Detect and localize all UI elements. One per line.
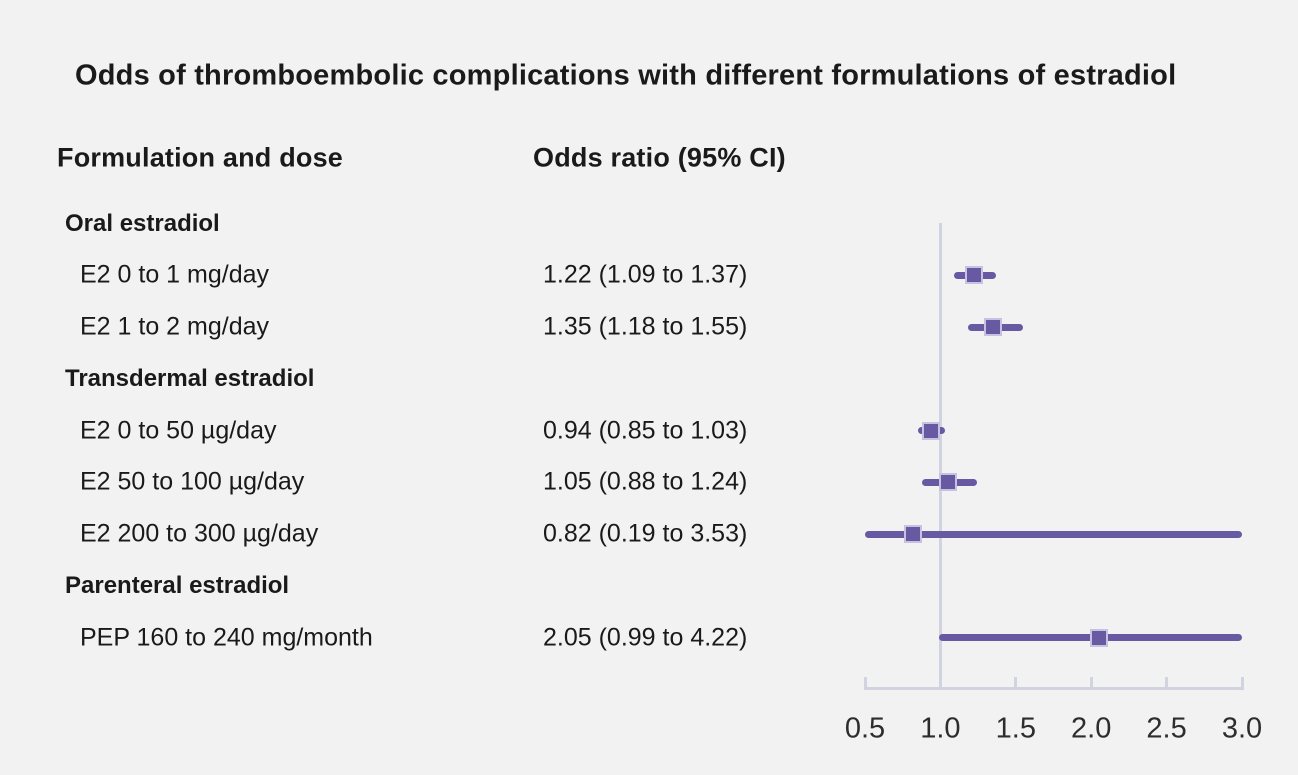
row-label: E2 50 to 100 µg/day bbox=[80, 467, 305, 496]
estimate-marker bbox=[904, 525, 923, 543]
x-axis-tick-label: 2.0 bbox=[1071, 712, 1112, 745]
x-axis-tick bbox=[1240, 677, 1244, 687]
row-or-value: 0.82 (0.19 to 3.53) bbox=[543, 519, 748, 548]
row-label-group: Transdermal estradiol bbox=[65, 364, 315, 392]
row-or-value: 1.35 (1.18 to 1.55) bbox=[543, 312, 748, 341]
ci-line bbox=[865, 530, 1242, 538]
x-axis-tick bbox=[1089, 677, 1093, 687]
row-label-group: Oral estradiol bbox=[65, 209, 220, 237]
row-label: E2 0 to 1 mg/day bbox=[80, 260, 270, 289]
column-header-formulation: Formulation and dose bbox=[57, 142, 344, 173]
row-or-value: 2.05 (0.99 to 4.22) bbox=[543, 623, 748, 651]
row-label: E2 0 to 50 µg/day bbox=[80, 416, 277, 444]
estimate-marker bbox=[964, 266, 983, 285]
x-axis-tick-label: 0.5 bbox=[844, 712, 886, 745]
row-or-value: 1.05 (0.88 to 1.24) bbox=[543, 467, 748, 496]
x-axis-tick-label: 2.5 bbox=[1146, 712, 1187, 745]
estimate-marker bbox=[922, 421, 941, 440]
column-header-odds-ratio: Odds ratio (95% CI) bbox=[533, 142, 786, 173]
estimate-marker bbox=[938, 473, 957, 492]
row-or-value: 0.94 (0.85 to 1.03) bbox=[543, 416, 748, 444]
x-axis-tick-label: 1.0 bbox=[920, 712, 961, 745]
row-or-value: 1.22 (1.09 to 1.37) bbox=[543, 260, 748, 289]
x-axis-tick bbox=[1014, 677, 1018, 687]
row-label: E2 200 to 300 µg/day bbox=[80, 519, 319, 548]
row-label-group: Parenteral estradiol bbox=[65, 571, 290, 599]
x-axis-tick-label: 3.0 bbox=[1221, 712, 1263, 745]
row-label: E2 1 to 2 mg/day bbox=[80, 312, 270, 341]
figure-title: Odds of thromboembolic complications wit… bbox=[75, 59, 1177, 92]
estimate-marker bbox=[984, 318, 1003, 336]
x-axis-tick bbox=[863, 677, 867, 687]
x-axis-line bbox=[863, 687, 1244, 690]
x-axis-tick bbox=[1165, 677, 1169, 687]
reference-line bbox=[938, 223, 942, 690]
estimate-marker bbox=[1089, 628, 1108, 647]
row-label: PEP 160 to 240 mg/month bbox=[80, 623, 373, 651]
x-axis-tick-label: 1.5 bbox=[995, 712, 1036, 745]
